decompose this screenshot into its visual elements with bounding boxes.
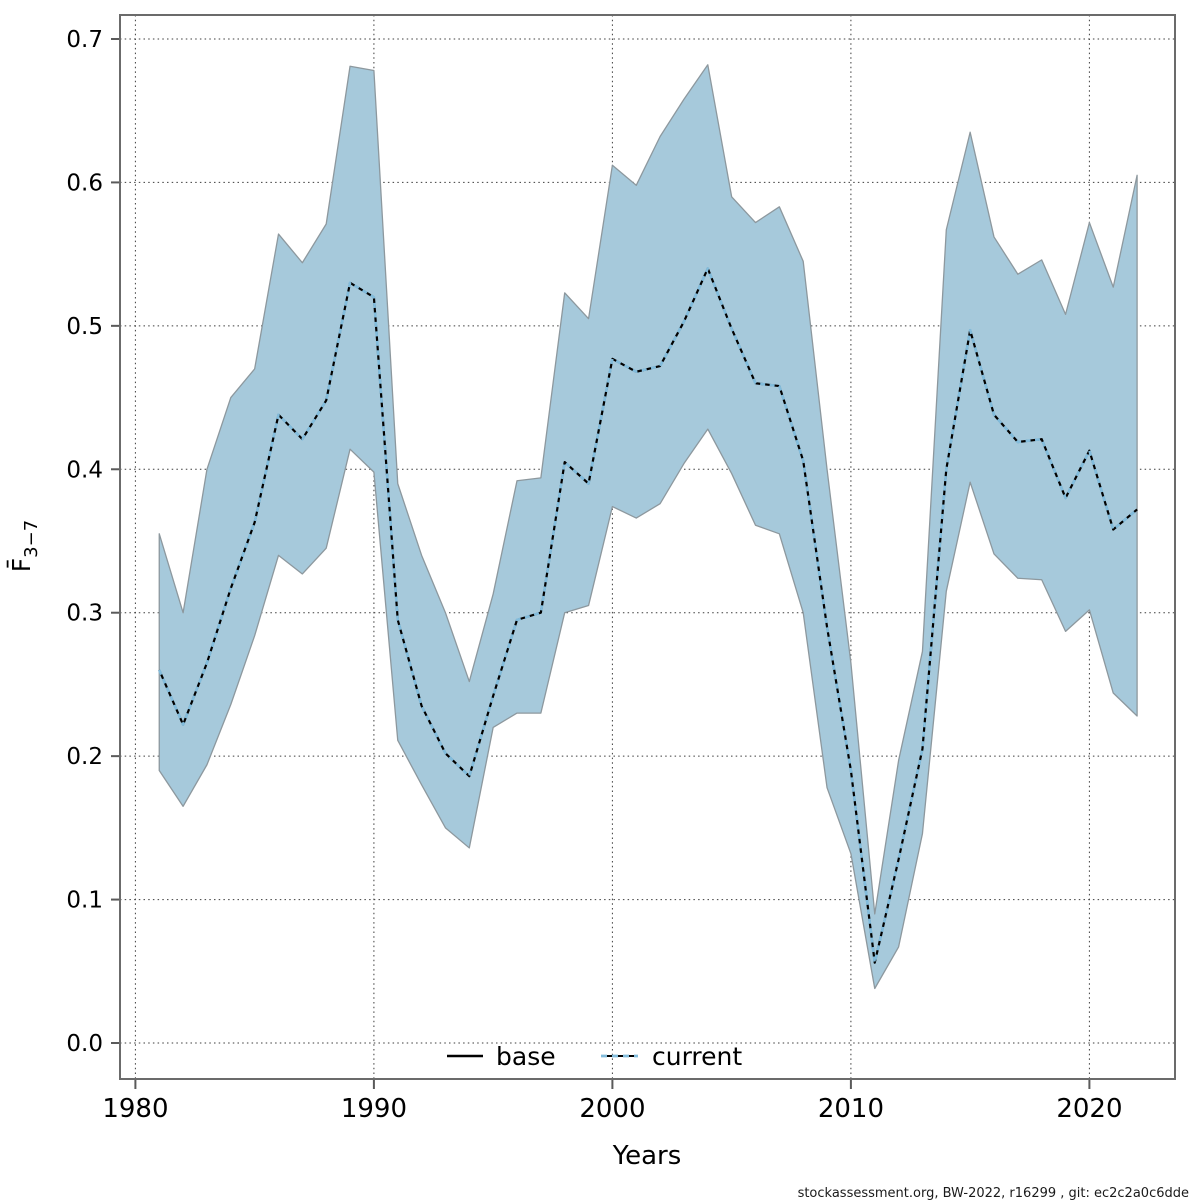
y-axis-title-subscript: 3−7 (21, 520, 42, 558)
y-axis-title-main: F̄ (6, 558, 36, 572)
footer-attribution: stockassessment.org, BW-2022, r16299 , g… (798, 1186, 1189, 1200)
legend: base current (447, 1042, 742, 1071)
x-tick-label: 1980 (102, 1094, 168, 1124)
x-tick-label: 2000 (579, 1094, 645, 1124)
y-tick-label: 0.7 (66, 27, 103, 53)
series-lines-layer (158, 267, 1138, 964)
y-tick-label: 0.1 (66, 888, 103, 914)
axis-ticks-layer: 0.0 0.1 0.2 0.3 0.4 0.5 0.6 0.7 1980 1990 2000 2010… (66, 27, 1122, 1124)
x-tick-label: 2020 (1056, 1094, 1122, 1124)
current-line (158, 267, 1138, 964)
y-tick-label: 0.6 (66, 170, 103, 196)
plot-border (119, 14, 1176, 1080)
y-axis-title: F̄3−7 (6, 520, 42, 572)
x-tick-label: 2010 (818, 1094, 884, 1124)
x-axis-title: Years (612, 1141, 682, 1171)
x-tick-label: 1990 (341, 1094, 407, 1124)
y-tick-label: 0.2 (66, 744, 103, 770)
legend-current-label: current (652, 1042, 742, 1071)
confidence-band-layer (158, 64, 1138, 990)
y-tick-label: 0.0 (66, 1031, 103, 1057)
legend-base-label: base (496, 1042, 556, 1071)
confidence-band (158, 64, 1138, 990)
y-tick-label: 0.5 (66, 314, 103, 340)
y-tick-label: 0.3 (66, 601, 103, 627)
y-tick-label: 0.4 (66, 457, 103, 483)
